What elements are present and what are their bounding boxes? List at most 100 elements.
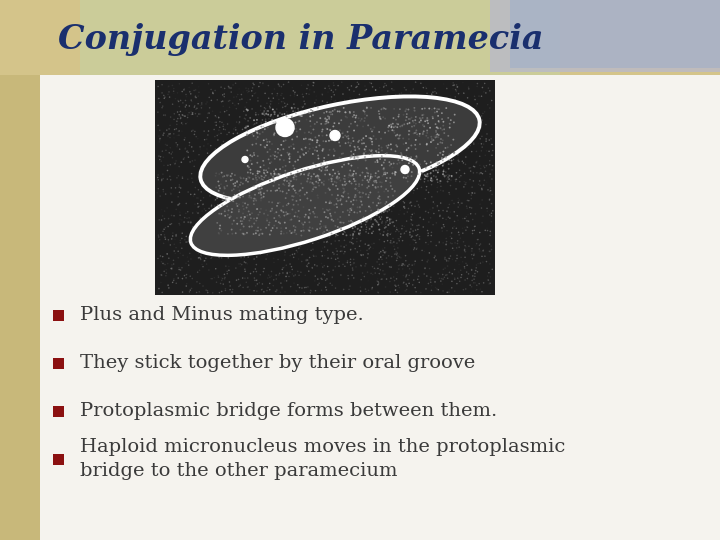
- Point: [385, 160, 397, 168]
- Point: [428, 107, 440, 116]
- Point: [482, 100, 493, 109]
- Point: [318, 137, 329, 145]
- Point: [345, 205, 356, 213]
- Point: [351, 78, 363, 87]
- Point: [378, 104, 390, 113]
- Point: [182, 207, 194, 216]
- Point: [313, 176, 325, 185]
- Point: [277, 202, 289, 211]
- Point: [206, 202, 217, 211]
- Point: [156, 176, 168, 185]
- Point: [326, 273, 338, 281]
- Point: [210, 118, 221, 127]
- Point: [357, 104, 369, 112]
- Point: [346, 161, 357, 170]
- Point: [258, 233, 269, 241]
- Point: [424, 124, 436, 132]
- Point: [320, 223, 331, 232]
- Point: [214, 253, 225, 262]
- Point: [301, 164, 312, 173]
- Point: [366, 151, 378, 160]
- Point: [414, 93, 426, 102]
- Point: [254, 126, 266, 134]
- Point: [250, 183, 261, 191]
- Point: [341, 157, 352, 165]
- Point: [291, 205, 302, 214]
- Point: [381, 213, 392, 222]
- Point: [361, 225, 372, 234]
- Point: [274, 146, 286, 154]
- Point: [247, 200, 258, 208]
- Point: [289, 120, 301, 129]
- Point: [459, 253, 471, 262]
- Point: [317, 263, 328, 272]
- Point: [289, 241, 301, 250]
- Point: [341, 231, 352, 240]
- Point: [444, 171, 455, 180]
- Point: [409, 166, 420, 175]
- Point: [320, 204, 332, 212]
- Point: [277, 133, 289, 141]
- Point: [235, 186, 246, 195]
- Point: [299, 109, 310, 118]
- Point: [239, 230, 251, 239]
- Point: [358, 134, 369, 143]
- Point: [168, 130, 179, 138]
- Point: [265, 233, 276, 241]
- Point: [258, 168, 270, 177]
- Point: [307, 107, 319, 116]
- Point: [272, 255, 284, 264]
- Point: [173, 171, 184, 180]
- Point: [314, 165, 325, 174]
- Point: [486, 245, 498, 254]
- Point: [227, 195, 238, 204]
- Point: [395, 102, 407, 111]
- Point: [364, 188, 376, 197]
- Point: [306, 116, 318, 124]
- Point: [427, 176, 438, 185]
- Point: [202, 139, 214, 148]
- Point: [254, 243, 266, 252]
- Point: [159, 260, 171, 269]
- Point: [264, 198, 275, 206]
- Point: [262, 110, 274, 119]
- Point: [232, 129, 243, 138]
- Point: [289, 168, 300, 177]
- Point: [374, 260, 385, 269]
- Point: [403, 98, 415, 106]
- Point: [329, 122, 341, 130]
- Point: [182, 148, 194, 157]
- Point: [285, 196, 297, 205]
- Point: [469, 226, 480, 235]
- Point: [371, 201, 382, 210]
- Point: [471, 157, 482, 166]
- Point: [264, 102, 276, 111]
- Point: [263, 207, 274, 216]
- Point: [364, 244, 375, 253]
- Point: [304, 140, 315, 149]
- Point: [459, 264, 470, 273]
- Point: [426, 228, 437, 237]
- Point: [339, 96, 351, 105]
- Point: [250, 237, 261, 245]
- Point: [225, 84, 237, 92]
- Point: [269, 110, 280, 118]
- Point: [449, 239, 461, 247]
- Point: [394, 237, 405, 245]
- Point: [462, 104, 473, 112]
- Point: [373, 255, 384, 264]
- Point: [307, 81, 319, 90]
- Point: [288, 144, 300, 153]
- Point: [266, 226, 277, 235]
- Point: [279, 276, 290, 285]
- Point: [365, 174, 377, 183]
- Point: [299, 166, 310, 174]
- Point: [194, 214, 206, 222]
- Point: [401, 113, 413, 122]
- Point: [246, 146, 257, 154]
- Point: [374, 165, 385, 173]
- Point: [218, 125, 230, 133]
- Point: [182, 113, 194, 122]
- Point: [338, 236, 350, 245]
- Point: [363, 202, 374, 211]
